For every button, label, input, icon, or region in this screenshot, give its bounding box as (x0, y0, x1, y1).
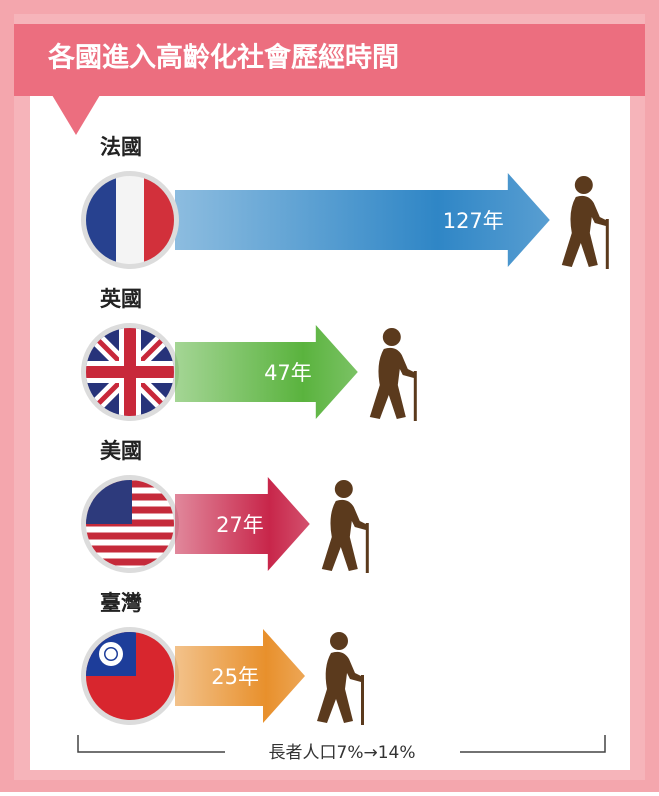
chart-title: 各國進入高齡化社會歷經時間 (47, 42, 399, 74)
arrow-bar (175, 173, 550, 267)
category-label: 法國 (100, 135, 142, 159)
flag-usa (81, 475, 179, 573)
flag-france (81, 171, 179, 269)
header-notch (52, 95, 100, 135)
arrow-bar (175, 477, 310, 571)
value-label: 47年 (264, 361, 312, 385)
flag-taiwan (81, 627, 179, 725)
annotation: 長者人口7%→14% (269, 743, 416, 763)
value-label: 25年 (211, 665, 259, 689)
value-label: 127年 (443, 209, 504, 233)
flag-uk (81, 323, 179, 421)
value-label: 27年 (216, 513, 264, 537)
arrow-bar (175, 629, 305, 723)
header-band (14, 24, 645, 96)
category-label: 美國 (100, 439, 142, 463)
category-label: 英國 (100, 287, 142, 311)
arrow-bar (175, 325, 358, 419)
bracket (77, 735, 606, 753)
category-label: 臺灣 (100, 591, 142, 615)
